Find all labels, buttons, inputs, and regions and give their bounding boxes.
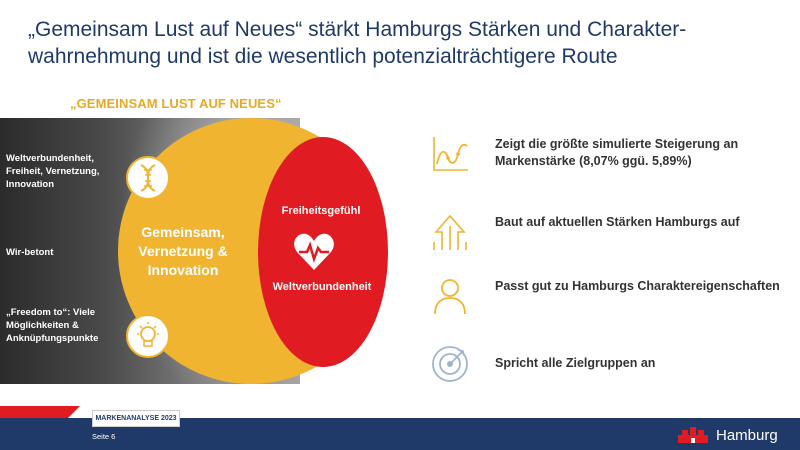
- dna-icon: [126, 156, 170, 200]
- benefit-text: Passt gut zu Hamburgs Charaktereigenscha…: [495, 279, 780, 293]
- logo-text: Hamburg: [716, 426, 778, 444]
- castle-icon: [678, 427, 708, 443]
- page-number: Seite 6: [92, 432, 116, 441]
- venn-yellow-label: Gemeinsam, Vernetzung & Innovation: [138, 224, 228, 278]
- hamburg-logo: Hamburg: [676, 424, 778, 446]
- target-icon: [432, 346, 468, 382]
- photo-label-freedom: „Freedom to“: Viele Möglichkeiten & Ankn…: [6, 307, 99, 344]
- photo-label-wir: Wir-betont: [6, 247, 54, 258]
- venn-red-top-label: Freiheitsgefühl: [281, 205, 361, 217]
- page-title: „Gemeinsam Lust auf Neues“ stärkt Hambur…: [28, 18, 687, 68]
- lightbulb-icon: [126, 314, 170, 358]
- chart-line-icon: [433, 137, 468, 171]
- section-label: „GEMEINSAM LUST AUF NEUES“: [70, 96, 282, 111]
- heart-pulse-icon: [291, 228, 337, 274]
- benefit-text: Spricht alle Zielgruppen an: [495, 356, 656, 370]
- benefit-text: Baut auf aktuellen Stärken Hamburgs auf: [495, 215, 740, 229]
- footer-accent-stripe: [0, 406, 80, 418]
- report-badge: MARKENANALYSE 2023: [92, 410, 180, 427]
- benefit-text: Zeigt die größte simulierte Steigerung a…: [495, 137, 739, 168]
- person-icon: [434, 279, 466, 315]
- growth-arrows-icon: [433, 214, 467, 250]
- photo-label-values: Weltverbundenheit, Freiheit, Vernetzung,…: [6, 153, 100, 190]
- venn-red-bottom-label: Weltverbundenheit: [272, 281, 372, 293]
